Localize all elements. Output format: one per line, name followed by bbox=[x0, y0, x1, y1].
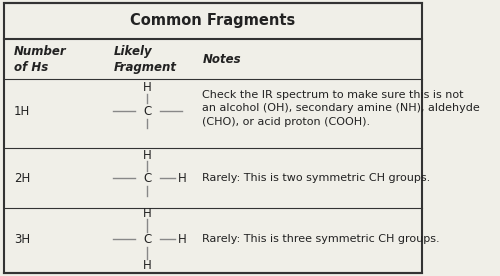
Text: C: C bbox=[143, 172, 152, 185]
Text: 1H: 1H bbox=[14, 105, 30, 118]
Text: H: H bbox=[143, 259, 152, 272]
Text: H: H bbox=[143, 207, 152, 220]
Text: Check the IR spectrum to make sure this is not
an alcohol (OH), secondary amine : Check the IR spectrum to make sure this … bbox=[202, 90, 480, 127]
Text: Likely
Fragment: Likely Fragment bbox=[114, 45, 176, 74]
Text: Rarely: This is two symmetric CH groups.: Rarely: This is two symmetric CH groups. bbox=[202, 173, 430, 183]
Text: H: H bbox=[143, 148, 152, 161]
Text: H: H bbox=[178, 172, 186, 185]
Text: Number
of Hs: Number of Hs bbox=[14, 45, 66, 74]
Text: C: C bbox=[143, 233, 152, 246]
Text: 2H: 2H bbox=[14, 172, 30, 185]
Text: C: C bbox=[143, 105, 152, 118]
Text: Common Fragments: Common Fragments bbox=[130, 14, 296, 28]
Text: H: H bbox=[178, 233, 186, 246]
Text: Rarely: This is three symmetric CH groups.: Rarely: This is three symmetric CH group… bbox=[202, 234, 440, 244]
Text: Notes: Notes bbox=[202, 53, 241, 66]
Text: H: H bbox=[143, 81, 152, 94]
Text: 3H: 3H bbox=[14, 233, 30, 246]
